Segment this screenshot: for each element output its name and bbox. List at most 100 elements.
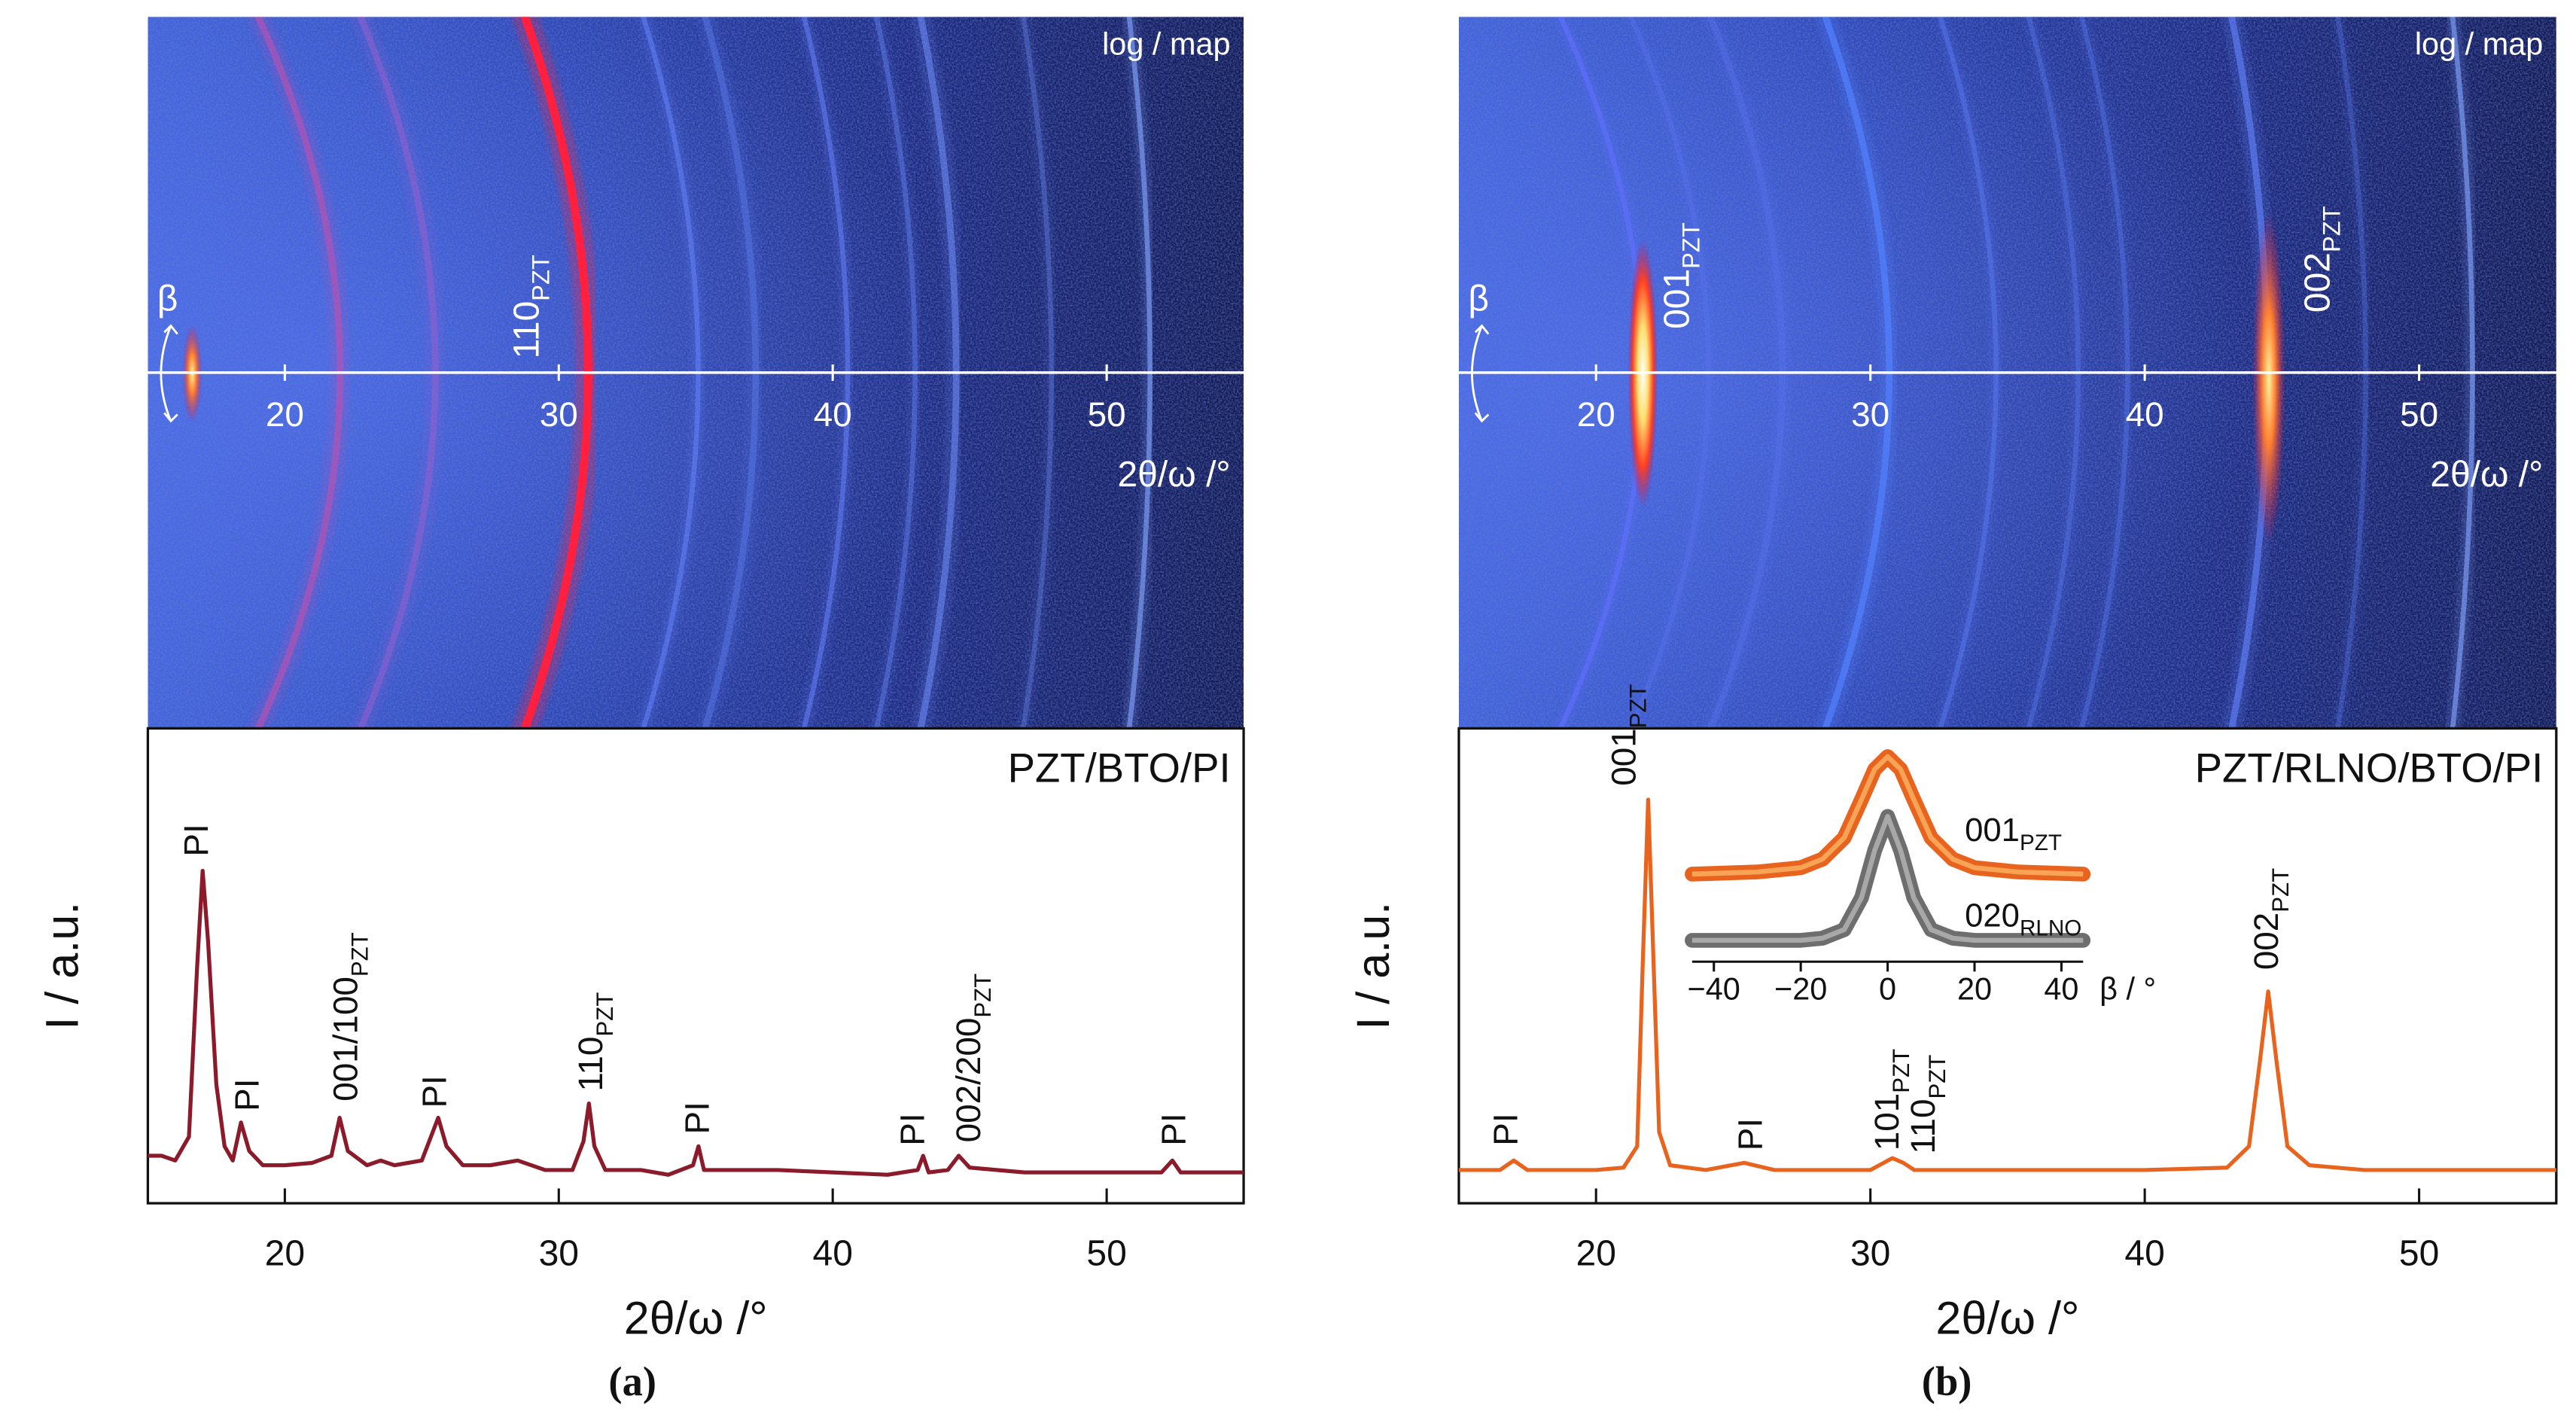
peak-annotation-sub: PZT <box>2267 868 2294 913</box>
map-xlabel: 2θ/ω /° <box>1118 455 1231 495</box>
map-tick-label: 40 <box>2126 395 2164 434</box>
peak-annotation-sub: PZT <box>970 974 996 1018</box>
map-annotation-main: 110 <box>507 301 547 359</box>
peak-annotation-main: 101 <box>1868 1093 1906 1150</box>
peak-annotation-main: 110 <box>571 1037 610 1092</box>
map-note: log / map <box>1102 26 1231 62</box>
x-tick-label: 0 <box>1879 971 1896 1007</box>
y-axis-label: I / a.u. <box>36 902 87 1030</box>
x-tick-label: 20 <box>1576 1234 1616 1274</box>
map-beta-label: β <box>157 279 178 319</box>
peak-annotation-main: PI <box>1155 1113 1193 1145</box>
peak-annotation: 001PZT <box>1605 684 1652 785</box>
x-axis-label: 2θ/ω /° <box>1935 1292 2079 1343</box>
peak-annotation-sub: PZT <box>1887 1049 1914 1093</box>
chart-title: PZT/BTO/PI <box>1008 745 1231 791</box>
peak-annotation-main: PI <box>416 1075 454 1108</box>
map-annotation-sub: PZT <box>527 254 555 301</box>
peak-annotation: PI <box>177 824 215 856</box>
beta-arrow <box>1471 324 1490 423</box>
x-tick-label: 30 <box>539 1234 579 1274</box>
peak-annotation: PI <box>1487 1113 1525 1145</box>
peak-annotation: 002/200PZT <box>949 974 996 1143</box>
inset-series-label: 020RLNO <box>1965 897 2081 941</box>
peak-annotation-sub: PZT <box>1624 684 1651 728</box>
peak-annotation-main: 002/200 <box>949 1018 988 1143</box>
inset-series-label-sub: PZT <box>2020 830 2062 855</box>
x-tick-label: 30 <box>1850 1234 1890 1274</box>
peak-annotation-main: PI <box>177 824 215 856</box>
map-tick-label: 20 <box>1577 395 1615 434</box>
map-tick-label: 30 <box>1851 395 1889 434</box>
panel-caption: (a) <box>608 1358 656 1404</box>
xrd-trace <box>148 868 1244 1177</box>
diffraction-spot <box>2252 210 2285 547</box>
detector-map <box>148 17 1244 729</box>
map-beta-label: β <box>1468 279 1489 319</box>
beta-arrow <box>160 324 178 423</box>
peak-annotation: PI <box>678 1102 717 1134</box>
panel-caption: (b) <box>1922 1358 1972 1404</box>
map-tick-label: 50 <box>2400 395 2438 434</box>
map-annotation: 110PZT <box>507 254 554 358</box>
y-axis-label: I / a.u. <box>1347 902 1399 1030</box>
peak-annotation-main: 001/100 <box>327 977 365 1102</box>
x-tick-label: 20 <box>265 1234 305 1274</box>
x-tick-label: 50 <box>2399 1234 2439 1274</box>
peak-annotation-sub: PZT <box>1924 1055 1950 1099</box>
x-tick-label: 40 <box>2044 971 2078 1007</box>
peak-annotation-main: 110 <box>1904 1099 1942 1154</box>
beta-scan-core <box>1691 754 2084 877</box>
x-tick-label: 40 <box>813 1234 853 1274</box>
peak-annotation: 110PZT <box>571 992 618 1092</box>
peak-annotation: PI <box>1731 1118 1770 1150</box>
inset-x-label: β / ° <box>2099 971 2156 1007</box>
peak-annotation-main: 001 <box>1605 728 1643 785</box>
inset-series-label: 001PZT <box>1965 811 2062 855</box>
x-tick-label: 20 <box>1957 971 1992 1007</box>
x-tick-label: 40 <box>2124 1234 2164 1274</box>
beta-scan-core <box>1691 814 2084 943</box>
inset-series-label-main: 001 <box>1965 811 2020 848</box>
map-annotation: 002PZT <box>2297 206 2345 312</box>
peak-annotation-main: PI <box>1487 1113 1525 1145</box>
map-note: log / map <box>2415 26 2544 62</box>
x-tick-label: 50 <box>1086 1234 1126 1274</box>
inset-series-label-main: 020 <box>1965 897 2020 934</box>
detector-map <box>1458 17 2556 729</box>
map-annotation: 001PZT <box>1657 222 1704 329</box>
map-tick-label: 40 <box>814 395 852 434</box>
peak-annotation-sub: PZT <box>346 932 373 977</box>
x-tick-label: −20 <box>1774 971 1827 1007</box>
map-xlabel: 2θ/ω /° <box>2430 455 2543 495</box>
peak-annotation: PI <box>894 1113 932 1145</box>
peak-annotation: 110PZT <box>1904 1055 1950 1154</box>
peak-annotation-main: PI <box>228 1079 266 1111</box>
plot-frame <box>1457 727 2558 1205</box>
peak-annotation-main: PI <box>1731 1118 1770 1150</box>
inset-series-label-sub: RLNO <box>2020 916 2081 941</box>
map-annotation-sub: PZT <box>1677 222 1705 269</box>
peak-annotation: 001/100PZT <box>327 932 373 1102</box>
peak-annotation: PI <box>1155 1113 1193 1145</box>
x-tick-label: −40 <box>1688 971 1740 1007</box>
chart-title: PZT/RLNO/BTO/PI <box>2195 745 2544 791</box>
xrd-trace <box>1458 797 2556 1172</box>
peak-annotation-main: 002 <box>2247 913 2285 970</box>
map-annotation-sub: PZT <box>2318 206 2346 252</box>
map-tick-label: 20 <box>266 395 304 434</box>
map-tick-label: 30 <box>540 395 578 434</box>
peak-annotation-main: PI <box>678 1102 717 1134</box>
x-axis-label: 2θ/ω /° <box>624 1292 768 1343</box>
map-tick-label: 50 <box>1088 395 1126 434</box>
map-annotation-main: 002 <box>2297 252 2337 312</box>
peak-annotation-main: PI <box>894 1113 932 1145</box>
peak-annotation: 101PZT <box>1868 1049 1914 1150</box>
peak-annotation: 002PZT <box>2247 868 2294 970</box>
peak-annotation: PI <box>416 1075 454 1108</box>
plot-frame <box>146 727 1245 1205</box>
map-annotation-main: 001 <box>1657 269 1697 329</box>
peak-annotation-sub: PZT <box>592 992 618 1037</box>
peak-annotation: PI <box>228 1079 266 1111</box>
